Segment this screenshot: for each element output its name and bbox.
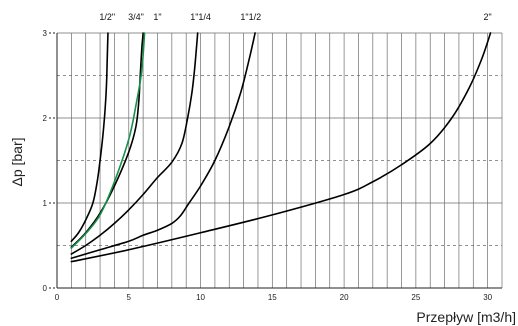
y-tick-label: 1 <box>43 199 48 208</box>
axes <box>49 32 502 289</box>
x-tick-label: 25 <box>411 293 420 302</box>
x-axis-title: Przepływ [m3/h] <box>416 309 516 325</box>
y-axis-title: Δp [bar] <box>9 137 25 186</box>
pipe-size-label: 2" <box>484 12 492 22</box>
pipe-size-label: 3/4" <box>128 12 144 22</box>
y-tick-label: 0 <box>43 284 48 293</box>
tick-labels: 0 5 10 15 20 25 30 0 1 2 3 <box>43 29 493 302</box>
series-line-2 <box>70 32 144 248</box>
x-tick-label: 15 <box>268 293 277 302</box>
x-tick-label: 20 <box>340 293 349 302</box>
x-tick-label: 30 <box>483 293 492 302</box>
pipe-size-label: 1/2" <box>99 12 115 22</box>
pipe-size-label: 1"1/4 <box>190 12 211 22</box>
y-tick-label: 3 <box>43 29 48 38</box>
series-line-3 <box>70 32 146 249</box>
grid <box>56 32 503 289</box>
y-tick-label: 2 <box>43 114 48 123</box>
pipe-size-label: 1"1/2 <box>240 12 261 22</box>
series-line-6 <box>70 32 492 263</box>
x-tick-label: 5 <box>127 293 132 302</box>
series-lines <box>70 32 492 263</box>
series-line-4 <box>70 32 199 255</box>
series-line-5 <box>70 32 256 260</box>
pipe-size-labels: 1/2" 3/4" 1" 1"1/4 1"1/2 2" <box>99 12 491 22</box>
series-line-1 <box>70 32 109 243</box>
pipe-size-label: 1" <box>153 12 161 22</box>
x-tick-label: 10 <box>196 293 205 302</box>
x-tick-label: 0 <box>55 293 60 302</box>
